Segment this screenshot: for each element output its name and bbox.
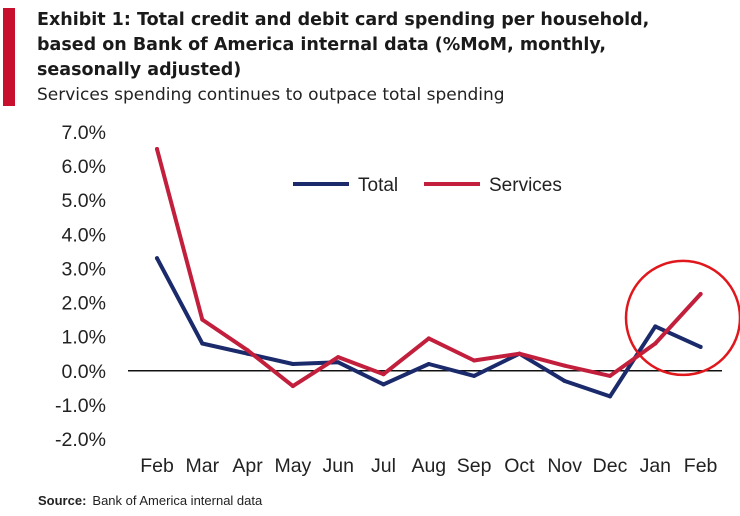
chart-subtitle: Services spending continues to outpace t… bbox=[37, 85, 505, 105]
line-chart: 7.0% 6.0% 5.0% 4.0% 3.0% 2.0% 1.0% 0.0% -1.0% -2.… bbox=[55, 122, 740, 477]
data-point-total bbox=[290, 361, 295, 366]
y-tick-label: 6.0% bbox=[62, 156, 106, 178]
x-tick-label: Oct bbox=[504, 455, 535, 477]
data-point-total bbox=[336, 360, 341, 365]
data-point-services bbox=[653, 341, 658, 346]
y-tick-label: 1.0% bbox=[62, 327, 106, 349]
data-point-services bbox=[698, 292, 703, 297]
x-tick-label: Feb bbox=[140, 455, 174, 477]
data-point-services bbox=[200, 317, 205, 322]
data-point-total bbox=[200, 341, 205, 346]
x-tick-label: Jan bbox=[640, 455, 671, 477]
x-tick-label: Aug bbox=[411, 455, 446, 477]
x-tick-label: Sep bbox=[457, 455, 492, 477]
data-point-total bbox=[155, 256, 159, 261]
y-tick-label: 7.0% bbox=[62, 122, 106, 144]
x-tick-label: May bbox=[274, 455, 311, 477]
x-tick-label: Mar bbox=[186, 455, 220, 477]
data-point-total bbox=[562, 379, 567, 384]
series-line-total bbox=[155, 256, 703, 399]
y-tick-label: -2.0% bbox=[55, 429, 106, 451]
data-point-total bbox=[472, 373, 477, 378]
data-point-services bbox=[290, 384, 295, 389]
x-axis-ticks: Feb Mar Apr May Jun Jul Aug Sep Oct Nov Dec Jan Feb bbox=[140, 455, 717, 477]
y-tick-label: 4.0% bbox=[62, 224, 106, 246]
x-tick-label: Apr bbox=[232, 455, 263, 477]
y-tick-label: 0.0% bbox=[62, 361, 106, 383]
legend: Total Services bbox=[293, 175, 562, 196]
data-point-total bbox=[608, 394, 612, 399]
legend-label-services: Services bbox=[489, 175, 562, 196]
data-point-services bbox=[336, 355, 341, 360]
data-point-total bbox=[426, 361, 431, 366]
data-point-services bbox=[245, 348, 250, 353]
highlight-circle bbox=[624, 259, 740, 377]
data-point-total bbox=[653, 324, 658, 329]
source-label: Source: bbox=[38, 493, 87, 508]
y-tick-label: 5.0% bbox=[62, 190, 106, 212]
data-point-total bbox=[381, 382, 386, 387]
data-point-services bbox=[517, 351, 522, 356]
series-lines bbox=[155, 147, 703, 399]
data-point-total bbox=[698, 344, 703, 349]
data-point-services bbox=[381, 372, 386, 377]
source-text: Bank of America internal data bbox=[92, 493, 263, 508]
accent-bar bbox=[3, 8, 15, 106]
x-tick-label: Jun bbox=[322, 455, 353, 477]
x-tick-label: Jul bbox=[371, 455, 396, 477]
data-point-services bbox=[472, 358, 477, 363]
source-note: Source: Bank of America internal data bbox=[38, 493, 262, 508]
chart-title: Exhibit 1: Total credit and debit card s… bbox=[37, 10, 650, 80]
x-tick-label: Dec bbox=[593, 455, 628, 477]
data-point-services bbox=[155, 147, 159, 152]
y-tick-label: -1.0% bbox=[55, 395, 106, 417]
x-tick-label: Nov bbox=[547, 455, 582, 477]
y-tick-label: 2.0% bbox=[62, 293, 106, 315]
legend-label-total: Total bbox=[358, 175, 398, 196]
data-point-services bbox=[426, 336, 431, 341]
y-axis-ticks: 7.0% 6.0% 5.0% 4.0% 3.0% 2.0% 1.0% 0.0% -1.0% -2.… bbox=[55, 122, 106, 451]
x-tick-label: Feb bbox=[684, 455, 718, 477]
data-point-services bbox=[562, 363, 567, 368]
y-tick-label: 3.0% bbox=[62, 258, 106, 280]
data-point-services bbox=[608, 373, 612, 378]
